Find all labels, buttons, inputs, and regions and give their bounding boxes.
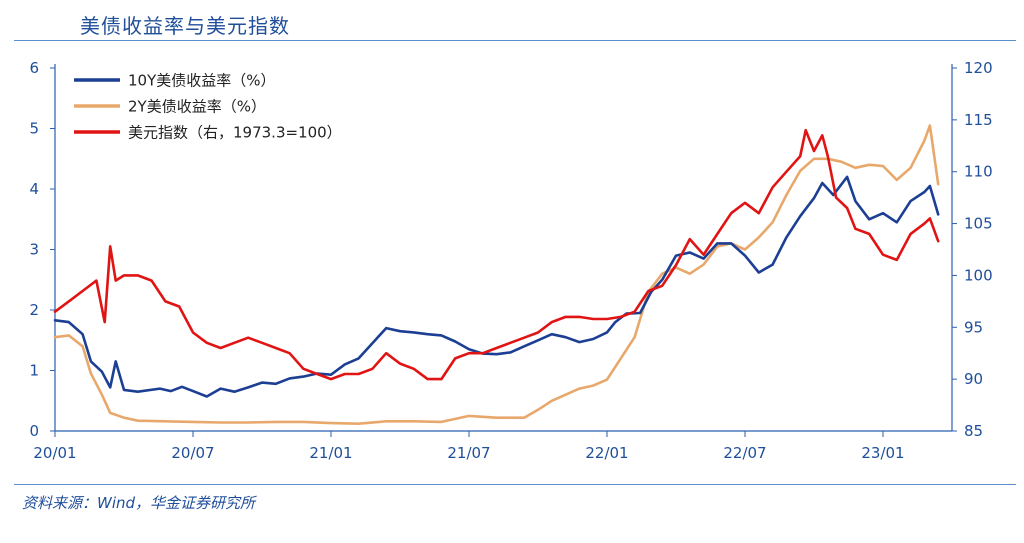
x-tick-label: 20/07: [171, 444, 214, 462]
chart-series: [53, 124, 940, 425]
right-tick-label: 120: [964, 59, 993, 77]
chart-legend: 10Y美债收益率（%） 2Y美债收益率（%） 美元指数（右，1973.3=100）: [74, 72, 342, 142]
right-tick-label: 115: [964, 111, 993, 129]
series-line-3: [53, 128, 940, 381]
source-note: 资料来源：Wind，华金证券研究所: [22, 494, 256, 512]
chart-axes: [50, 64, 957, 437]
left-tick-label: 5: [29, 120, 39, 138]
x-tick-label: 21/07: [447, 444, 490, 462]
page-title: 美债收益率与美元指数: [80, 14, 290, 38]
chart: 0 1 2 3 4 5 6 85 90 95 100 105 110 115 120 20/01 20/07 21…: [29, 59, 992, 462]
right-tick-label: 110: [964, 163, 993, 181]
legend-label-2: 2Y美债收益率（%）: [128, 98, 266, 116]
legend-label-1: 10Y美债收益率（%）: [128, 72, 276, 90]
right-tick-label: 95: [964, 318, 983, 336]
x-tick-label: 22/01: [585, 444, 628, 462]
chart-tick-labels: 0 1 2 3 4 5 6 85 90 95 100 105 110 115 120 20/01 20/07 21…: [29, 59, 992, 462]
left-tick-label: 6: [29, 59, 39, 77]
x-tick-label: 23/01: [861, 444, 904, 462]
right-tick-label: 100: [964, 266, 993, 284]
left-tick-label: 2: [29, 301, 39, 319]
right-tick-label: 105: [964, 215, 993, 233]
left-tick-label: 1: [29, 362, 39, 380]
left-tick-label: 0: [29, 422, 39, 440]
series-line-1: [53, 175, 940, 398]
x-tick-label: 22/07: [723, 444, 766, 462]
title-divider: [14, 40, 1016, 41]
source-divider: [14, 484, 1016, 485]
right-tick-label: 90: [964, 370, 983, 388]
x-tick-label: 21/01: [309, 444, 352, 462]
left-tick-label: 3: [29, 241, 39, 259]
right-tick-label: 85: [964, 422, 983, 440]
left-tick-label: 4: [29, 180, 39, 198]
x-tick-label: 20/01: [33, 444, 76, 462]
legend-label-3: 美元指数（右，1973.3=100）: [128, 124, 342, 142]
series-line-2: [53, 124, 940, 425]
